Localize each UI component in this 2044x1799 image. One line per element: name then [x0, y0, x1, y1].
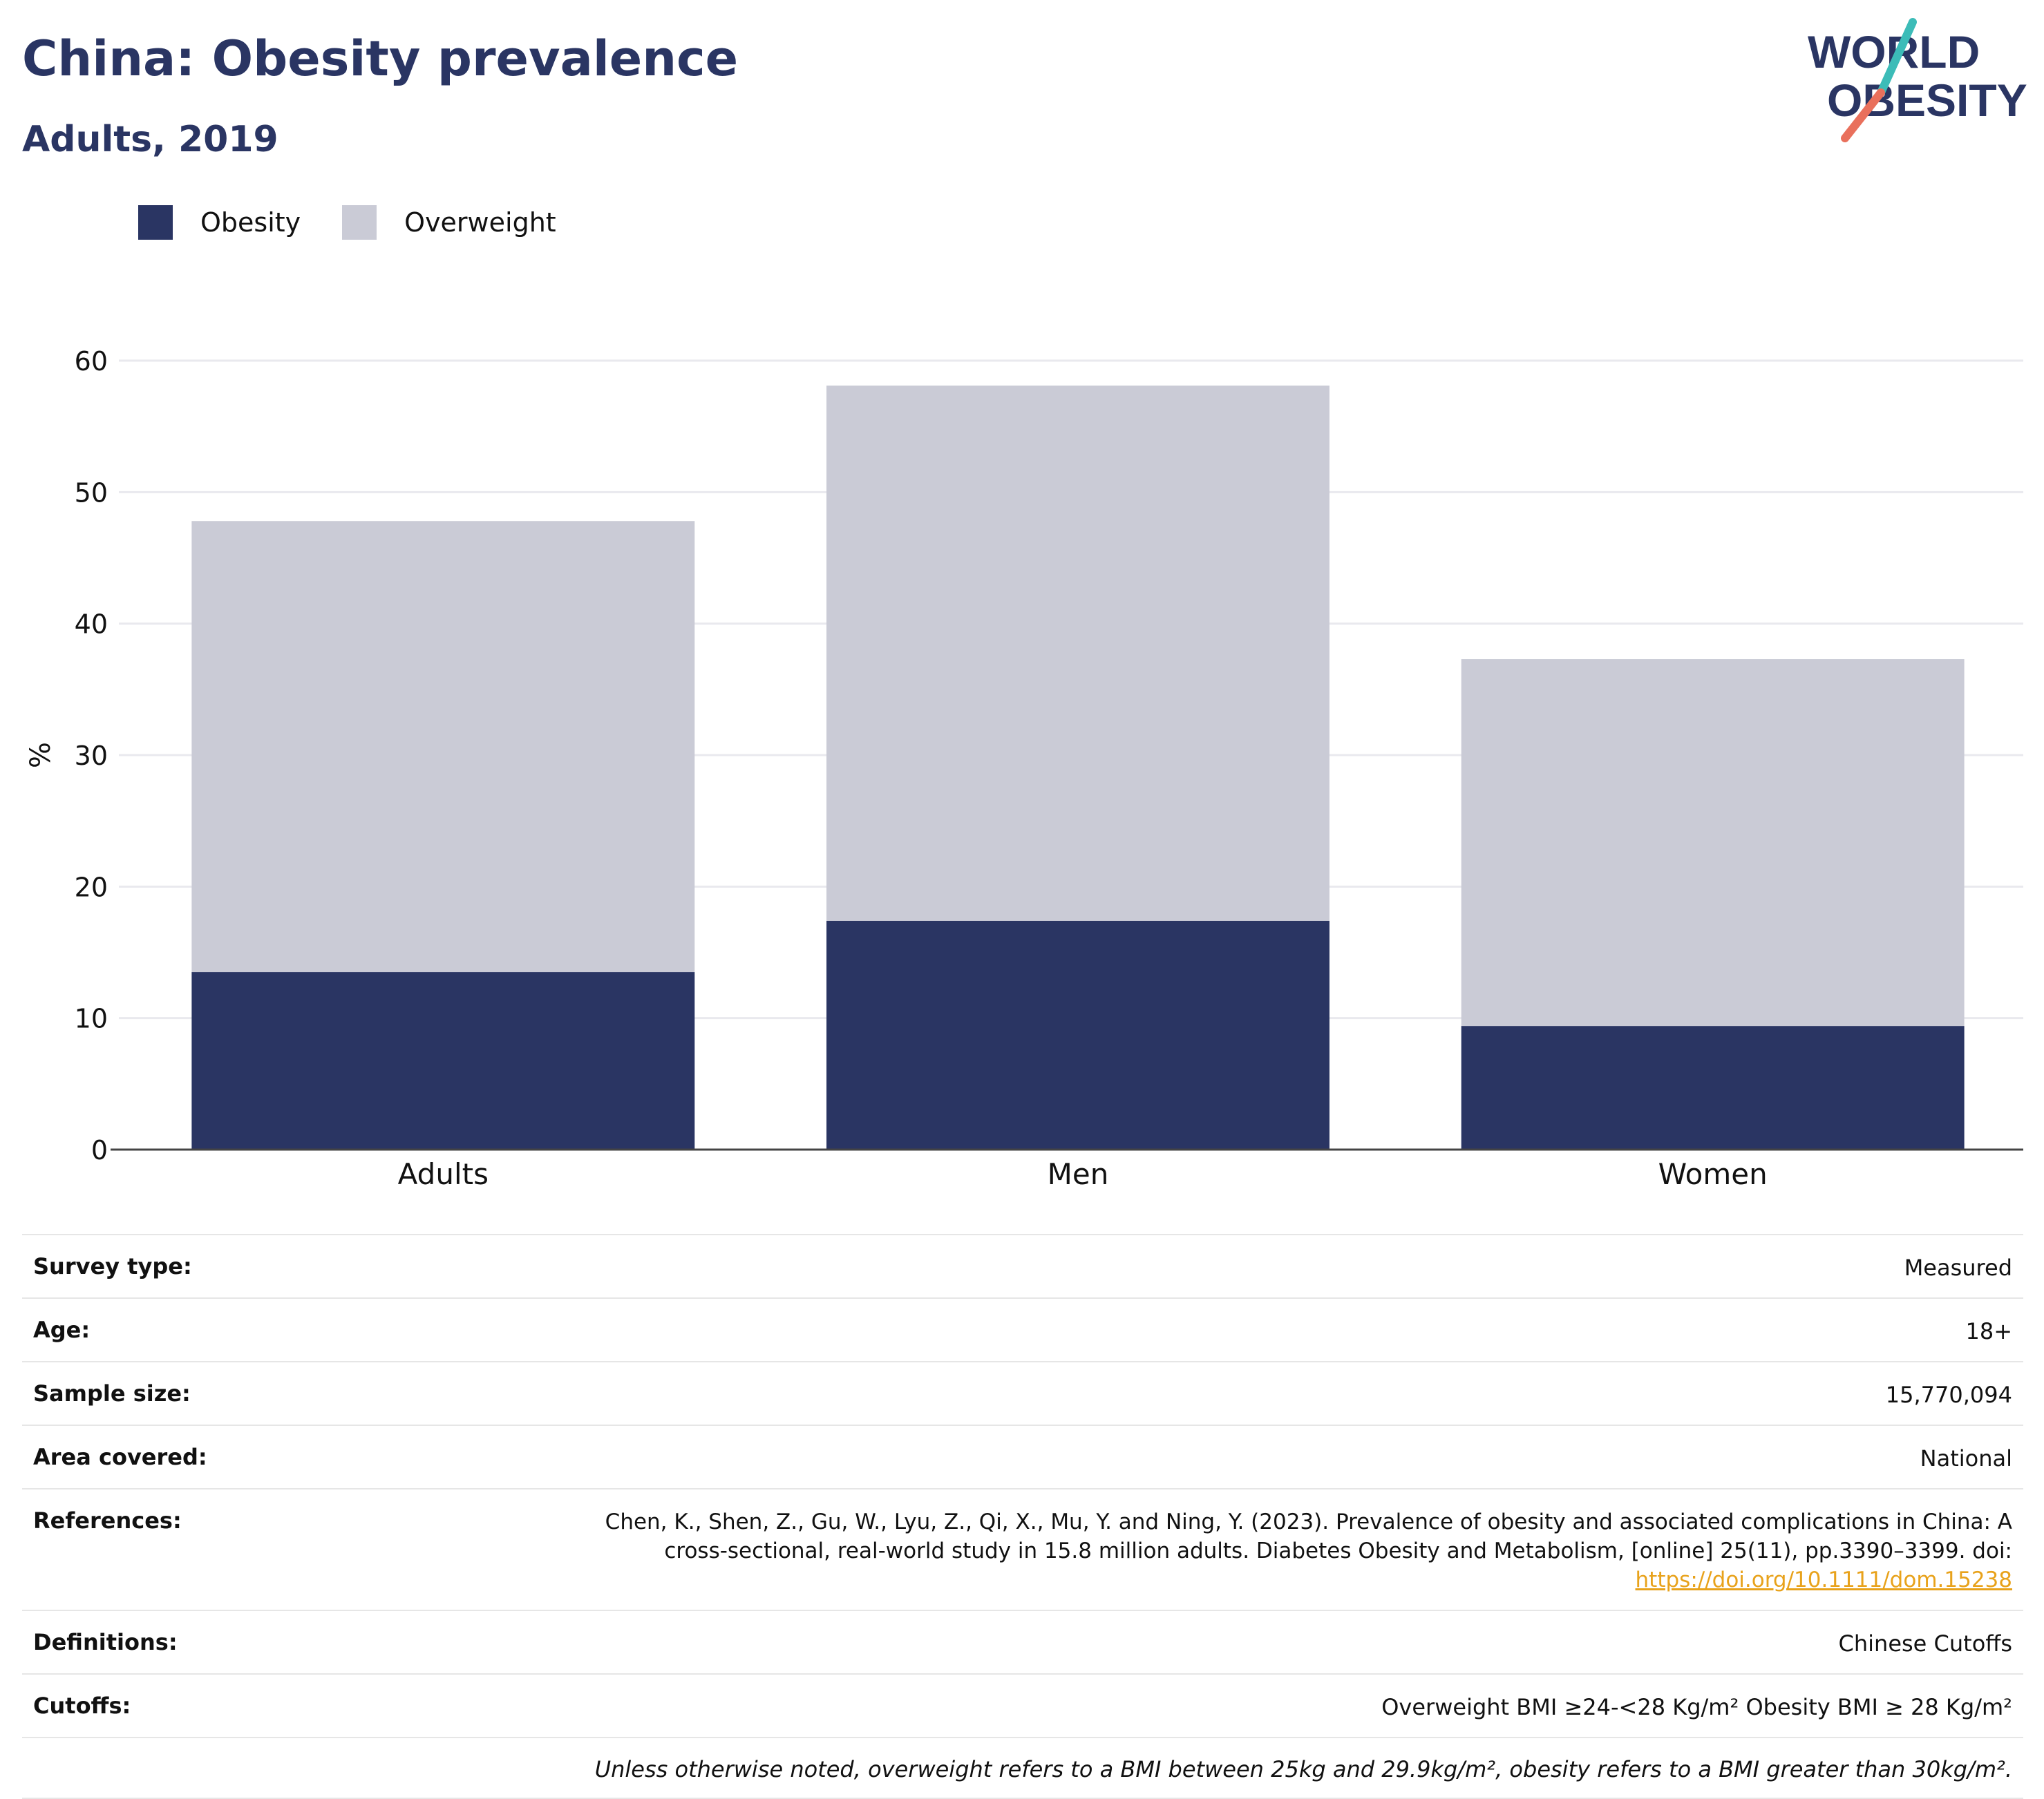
stacked-bar-chart: 0 10 20 30 40 50 60 Adults Men Women %: [25, 346, 2023, 1191]
reference-text: Chen, K., Shen, Z., Gu, W., Lyu, Z., Qi,…: [605, 1510, 2012, 1563]
y-tick-label: 50: [75, 477, 108, 508]
bar-obesity-men[interactable]: [826, 920, 1329, 1150]
chart-legend: Obesity Overweight: [138, 204, 598, 240]
y-tick-label: 60: [75, 346, 108, 377]
bar-overweight-adults[interactable]: [191, 521, 695, 973]
references-label: References:: [33, 1507, 182, 1534]
legend-swatch-overweight: [342, 205, 377, 240]
legend-label-obesity: Obesity: [200, 207, 301, 238]
definitions-value: Chinese Cutoffs: [1838, 1630, 2012, 1657]
y-tick-label: 20: [75, 872, 108, 902]
age-label: Age:: [33, 1317, 91, 1343]
doi-link[interactable]: https://doi.org/10.1111/dom.15238: [1635, 1568, 2012, 1592]
legend-label-overweight: Overweight: [404, 207, 556, 238]
bar-overweight-women[interactable]: [1461, 659, 1965, 1027]
sample-size-label: Sample size:: [33, 1380, 191, 1407]
bar-obesity-women[interactable]: [1461, 1026, 1965, 1150]
age-value: 18+: [1965, 1318, 2012, 1344]
cutoffs-value: Overweight BMI ≥24-<28 Kg/m² Obesity BMI…: [1381, 1694, 2012, 1720]
area-covered-value: National: [1920, 1445, 2012, 1472]
survey-type-label: Survey type:: [33, 1253, 192, 1279]
x-tick-label: Women: [1658, 1157, 1768, 1191]
definitions-label: Definitions:: [33, 1629, 178, 1655]
logo-slash-teal: [1877, 18, 1917, 97]
info-row-sample-size: Sample size: 15,770,094: [22, 1361, 2023, 1425]
y-axis-label: %: [25, 742, 57, 768]
info-row-survey-type: Survey type: Measured: [22, 1234, 2023, 1297]
bar-overweight-men[interactable]: [826, 386, 1329, 921]
info-row-definitions: Definitions: Chinese Cutoffs: [22, 1610, 2023, 1673]
axes: 0 10 20 30 40 50 60 Adults Men Women: [75, 346, 2023, 1191]
info-row-cutoffs: Cutoffs: Overweight BMI ≥24-<28 Kg/m² Ob…: [22, 1673, 2023, 1737]
y-tick-label: 10: [75, 1004, 108, 1034]
area-covered-label: Area covered:: [33, 1444, 207, 1470]
chart-title: China: Obesity prevalence: [22, 30, 739, 87]
y-tick-label: 0: [91, 1135, 108, 1165]
y-tick-label: 30: [75, 741, 108, 771]
info-row-references: References: Chen, K., Shen, Z., Gu, W., …: [22, 1488, 2023, 1610]
bar-obesity-adults[interactable]: [191, 972, 695, 1150]
world-obesity-logo: WORLD OBESITY: [1808, 18, 2027, 142]
x-tick-label: Men: [1048, 1157, 1109, 1191]
sample-size-value: 15,770,094: [1885, 1382, 2012, 1408]
logo-slash-coral: [1841, 88, 1885, 142]
survey-info-table: Survey type: Measured Age: 18+ Sample si…: [22, 1234, 2023, 1799]
references-value: Chen, K., Shen, Z., Gu, W., Lyu, Z., Qi,…: [596, 1507, 2012, 1595]
legend-item-obesity[interactable]: Obesity: [138, 205, 301, 240]
bars: [191, 386, 1965, 1150]
legend-item-overweight[interactable]: Overweight: [342, 205, 556, 240]
legend-swatch-obesity: [138, 205, 173, 240]
survey-type-value: Measured: [1904, 1255, 2012, 1281]
info-row-area-covered: Area covered: National: [22, 1425, 2023, 1488]
x-tick-label: Adults: [398, 1157, 489, 1191]
cutoffs-label: Cutoffs:: [33, 1693, 131, 1719]
info-row-age: Age: 18+: [22, 1297, 2023, 1361]
y-tick-label: 40: [75, 609, 108, 640]
chart-subtitle: Adults, 2019: [22, 119, 278, 160]
bmi-footnote: Unless otherwise noted, overweight refer…: [22, 1737, 2023, 1799]
